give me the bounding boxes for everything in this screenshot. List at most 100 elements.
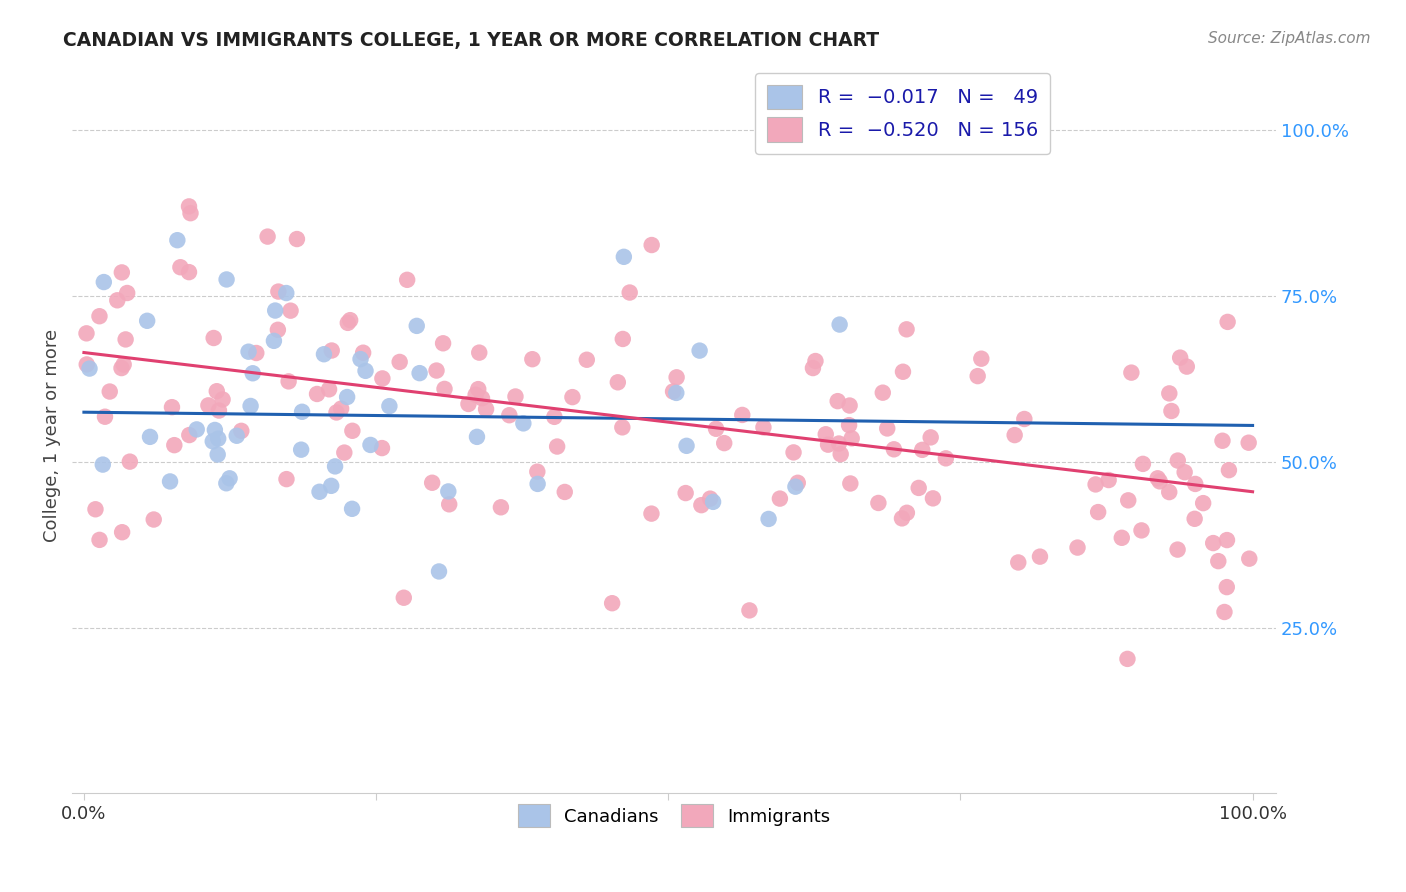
Point xyxy=(543,409,565,424)
Point xyxy=(1216,315,1239,329)
Point xyxy=(1116,493,1139,508)
Point xyxy=(84,502,107,516)
Point xyxy=(342,424,364,438)
Point xyxy=(290,442,312,457)
Point xyxy=(437,484,460,499)
Point xyxy=(1130,524,1153,538)
Point xyxy=(785,480,807,494)
Point xyxy=(665,385,688,400)
Point xyxy=(1239,551,1261,566)
Point xyxy=(378,399,401,413)
Point xyxy=(935,451,957,466)
Point xyxy=(93,275,115,289)
Point xyxy=(323,459,346,474)
Point xyxy=(489,500,512,515)
Point xyxy=(467,382,489,396)
Point xyxy=(782,445,804,459)
Point xyxy=(841,431,863,445)
Point xyxy=(1007,556,1029,570)
Point xyxy=(704,422,727,436)
Point xyxy=(112,358,135,372)
Point xyxy=(1184,477,1206,491)
Point xyxy=(827,394,849,409)
Point xyxy=(179,206,201,220)
Point xyxy=(1202,536,1225,550)
Point xyxy=(239,399,262,413)
Point xyxy=(349,352,371,367)
Point xyxy=(1087,505,1109,519)
Point xyxy=(1168,351,1191,365)
Point xyxy=(359,438,381,452)
Point xyxy=(752,420,775,434)
Point xyxy=(238,344,260,359)
Legend: Canadians, Immigrants: Canadians, Immigrants xyxy=(510,797,838,834)
Point xyxy=(911,442,934,457)
Point xyxy=(966,369,988,384)
Point xyxy=(291,405,314,419)
Point xyxy=(1213,605,1236,619)
Point xyxy=(1116,652,1139,666)
Point xyxy=(468,345,491,359)
Point xyxy=(179,428,201,442)
Point xyxy=(689,343,711,358)
Point xyxy=(396,273,419,287)
Point xyxy=(675,439,697,453)
Point xyxy=(817,438,839,452)
Point xyxy=(245,346,267,360)
Point xyxy=(263,334,285,348)
Point xyxy=(896,322,918,336)
Point xyxy=(197,398,219,412)
Point xyxy=(330,401,353,416)
Point xyxy=(177,265,200,279)
Point xyxy=(392,591,415,605)
Point xyxy=(202,331,225,345)
Point xyxy=(801,361,824,376)
Point xyxy=(336,316,359,330)
Point xyxy=(91,458,114,472)
Point xyxy=(280,303,302,318)
Point xyxy=(79,361,101,376)
Point xyxy=(839,476,862,491)
Point xyxy=(308,484,330,499)
Point xyxy=(814,427,837,442)
Point xyxy=(1159,386,1181,401)
Point xyxy=(264,303,287,318)
Point xyxy=(111,525,134,540)
Point xyxy=(318,382,340,396)
Point xyxy=(738,603,761,617)
Point xyxy=(896,506,918,520)
Point xyxy=(561,390,583,404)
Point xyxy=(526,477,548,491)
Point xyxy=(883,442,905,457)
Point xyxy=(1132,457,1154,471)
Point xyxy=(1084,477,1107,491)
Point xyxy=(110,361,132,376)
Point xyxy=(665,370,688,384)
Point xyxy=(312,347,335,361)
Point xyxy=(675,486,697,500)
Point xyxy=(1098,473,1121,487)
Point xyxy=(838,418,860,433)
Point xyxy=(339,313,361,327)
Point xyxy=(575,352,598,367)
Point xyxy=(160,400,183,414)
Point xyxy=(114,333,136,347)
Point xyxy=(405,318,427,333)
Point xyxy=(201,434,224,449)
Point xyxy=(420,475,443,490)
Point xyxy=(804,354,827,368)
Point xyxy=(186,422,208,436)
Point xyxy=(433,382,456,396)
Point xyxy=(769,491,792,506)
Point xyxy=(425,363,447,377)
Point xyxy=(1160,404,1182,418)
Point xyxy=(94,409,117,424)
Point xyxy=(600,596,623,610)
Point xyxy=(159,475,181,489)
Point xyxy=(1192,496,1215,510)
Point xyxy=(662,384,685,399)
Point xyxy=(207,448,229,462)
Point xyxy=(1167,453,1189,467)
Point xyxy=(205,384,228,399)
Point xyxy=(465,430,488,444)
